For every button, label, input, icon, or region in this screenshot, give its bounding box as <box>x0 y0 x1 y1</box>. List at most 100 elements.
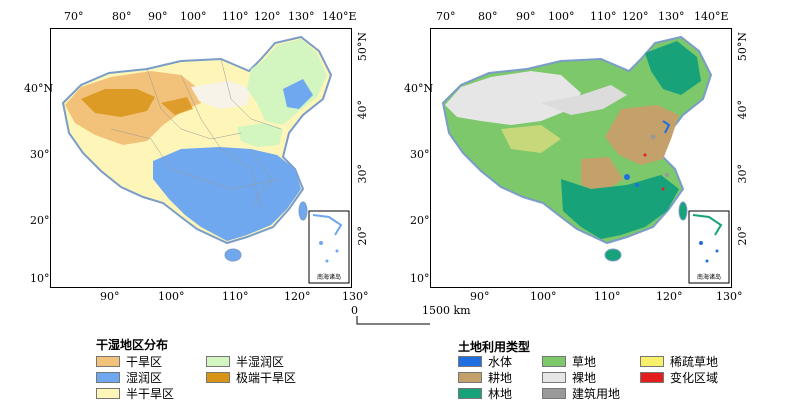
lat-tick: 40°N <box>404 82 434 95</box>
legend-label: 变化区域 <box>670 371 719 385</box>
legend-landuse-title: 土地利用类型 <box>458 340 531 354</box>
china-climate-svg: 南海诸岛 <box>61 35 350 284</box>
humid-zone <box>153 147 301 241</box>
top-tick: 80° <box>478 10 498 23</box>
bare-land <box>445 71 581 125</box>
legend-item-grassland: 草地 <box>542 353 596 370</box>
top-tick: 120° <box>622 10 649 23</box>
top-tick: 70° <box>436 10 456 23</box>
semi-humid-zone <box>247 39 327 125</box>
lat-tick: 20° <box>410 214 430 227</box>
sparse-grassland <box>501 125 561 153</box>
bottom-tick: 90° <box>470 290 490 303</box>
top-tick: 130° <box>658 10 685 23</box>
legend-label: 极端干旱区 <box>236 371 297 385</box>
top-tick: 110° <box>590 10 617 23</box>
extreme-arid-zone <box>81 89 155 117</box>
top-tick: 120° <box>254 10 281 23</box>
top-tick: 80° <box>112 10 132 23</box>
south-china-sea-inset: 南海诸岛 <box>308 210 350 284</box>
swatch <box>458 388 482 399</box>
top-tick: 130° <box>288 10 315 23</box>
top-tick: 90° <box>148 10 168 23</box>
legend-item-forest: 林地 <box>458 385 512 402</box>
swatch <box>640 356 664 367</box>
map-frame: 南海诸岛 <box>50 28 352 288</box>
hainan-island <box>224 248 242 262</box>
urban-area <box>650 134 656 140</box>
swatch <box>206 372 230 383</box>
lat-tick-right: 50°N <box>356 32 369 62</box>
lake <box>624 174 630 180</box>
legend-label: 草地 <box>572 355 597 369</box>
swatch <box>458 372 482 383</box>
bottom-tick: 130° <box>342 290 369 303</box>
change-area <box>643 153 647 157</box>
legend-item-water: 水体 <box>458 353 512 370</box>
legend-item-semi-arid: 半干旱区 <box>96 385 174 402</box>
lat-tick-right: 20° <box>356 226 369 246</box>
legend-item-change: 变化区域 <box>640 369 718 386</box>
legend-label: 稀疏草地 <box>670 355 719 369</box>
lat-tick-right: 40° <box>736 100 749 120</box>
bottom-tick: 110° <box>222 290 249 303</box>
top-tick: 140°E <box>694 10 729 23</box>
lat-tick-right: 20° <box>736 226 749 246</box>
lat-tick-right: 50°N <box>736 32 749 62</box>
legend-item-sparse-grass: 稀疏草地 <box>640 353 718 370</box>
top-tick: 90° <box>516 10 536 23</box>
hainan-island <box>604 248 622 262</box>
swatch <box>96 388 120 399</box>
china-landuse-svg: 南海诸岛 <box>441 35 730 284</box>
legend-label: 半干旱区 <box>126 387 175 401</box>
swatch <box>640 372 664 383</box>
top-tick: 70° <box>64 10 84 23</box>
lat-tick: 20° <box>30 214 50 227</box>
lat-tick: 30° <box>410 148 430 161</box>
swatch <box>542 388 566 399</box>
legend-label: 裸地 <box>572 371 597 385</box>
legend-label: 耕地 <box>488 371 513 385</box>
bottom-tick: 100° <box>158 290 185 303</box>
bottom-tick: 120° <box>656 290 683 303</box>
legend-item-cropland: 耕地 <box>458 369 512 386</box>
legend-label: 湿润区 <box>126 371 163 385</box>
forest-south <box>561 175 679 239</box>
lat-tick: 10° <box>410 272 430 285</box>
lat-tick: 10° <box>30 272 50 285</box>
taiwan-island <box>298 201 308 221</box>
legend-item-extreme-arid: 极端干旱区 <box>206 369 296 386</box>
cropland <box>605 105 679 165</box>
top-tick: 110° <box>222 10 249 23</box>
scale-end: 1500 km <box>422 304 471 317</box>
swatch <box>96 356 120 367</box>
bottom-tick: 120° <box>284 290 311 303</box>
legend-item-semi-humid: 半湿润区 <box>206 353 284 370</box>
inset-label: 南海诸岛 <box>697 273 721 281</box>
legend-climate-title: 干湿地区分布 <box>96 338 169 352</box>
legend-item-urban: 建筑用地 <box>542 385 620 402</box>
swatch <box>542 356 566 367</box>
lat-tick-right: 30° <box>356 164 369 184</box>
legend-label: 半湿润区 <box>236 355 285 369</box>
lat-tick-right: 40° <box>356 100 369 120</box>
swatch <box>542 372 566 383</box>
swatch <box>458 356 482 367</box>
legend-label: 水体 <box>488 355 513 369</box>
legend-label: 林地 <box>488 387 513 401</box>
south-china-sea-inset: 南海诸岛 <box>688 210 730 284</box>
scale-start: 0 <box>351 304 358 317</box>
legend-item-humid: 湿润区 <box>96 369 162 386</box>
bottom-tick: 90° <box>100 290 120 303</box>
legend-item-bare: 裸地 <box>542 369 596 386</box>
swatch <box>206 356 230 367</box>
top-tick: 100° <box>548 10 575 23</box>
lat-tick: 40°N <box>24 82 54 95</box>
bottom-tick: 130° <box>716 290 743 303</box>
map-frame: 南海诸岛 <box>430 28 732 288</box>
top-tick: 140°E <box>322 10 357 23</box>
forest-northeast <box>645 41 701 95</box>
scale-bar <box>356 316 430 325</box>
legend-label: 建筑用地 <box>572 387 621 401</box>
taiwan-island <box>678 201 688 221</box>
